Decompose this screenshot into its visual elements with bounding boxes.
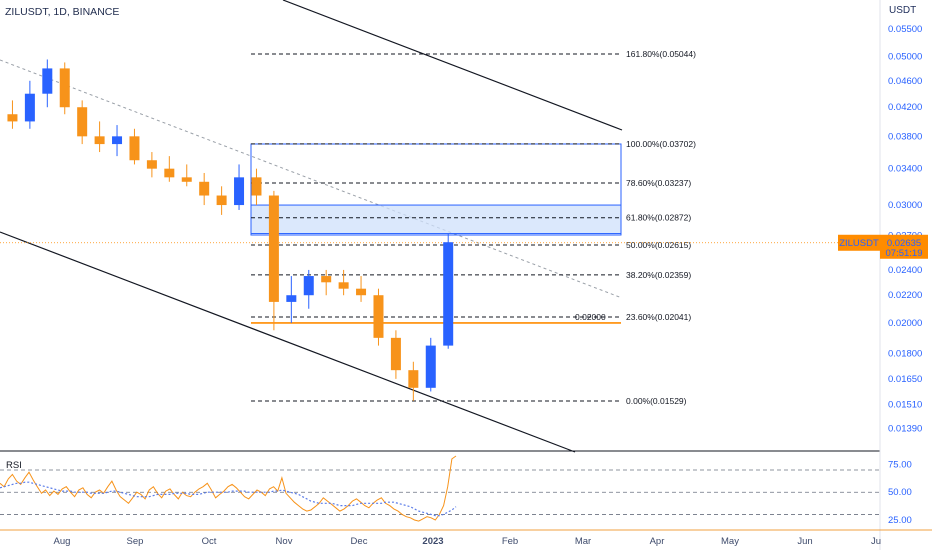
price-tick-label: 0.05500 — [888, 24, 922, 35]
price-tag-value: 0.02635 — [887, 238, 921, 249]
fib-level-label: 23.60%(0.02041) — [626, 312, 691, 322]
price-tick-label: 0.05000 — [888, 52, 922, 63]
candle-body — [129, 136, 140, 161]
candle-body — [234, 177, 245, 206]
symbol-tag — [838, 234, 880, 251]
time-tick-label: Sep — [127, 536, 144, 547]
price-tick-label: 0.02400 — [888, 265, 922, 276]
price-tick-label: 0.01390 — [888, 424, 922, 435]
candle-body — [164, 168, 175, 178]
candle-body — [94, 136, 105, 145]
time-tick-label: Aug — [54, 536, 71, 547]
time-tick-label: Feb — [502, 536, 518, 547]
time-tick-label: Apr — [650, 536, 665, 547]
price-tick-label: 0.01650 — [888, 374, 922, 385]
candle-body — [303, 276, 314, 296]
price-pane[interactable]: 161.80%(0.05044) 100.00%(0.03702) 78.60%(0… — [0, 0, 880, 453]
candle-body — [356, 288, 367, 296]
candle-body — [373, 295, 384, 338]
price-tick-label: 0.02200 — [888, 290, 922, 301]
time-tick-label: 2023 — [422, 536, 443, 547]
fib-level-label: 38.20%(0.02359) — [626, 270, 691, 280]
currency-label: USDT — [889, 5, 917, 16]
candle-body — [24, 93, 35, 122]
candle-body — [408, 370, 419, 388]
candle-body — [425, 345, 436, 388]
candle-body — [7, 114, 18, 122]
rsi-line — [0, 455, 457, 522]
candle-body — [181, 177, 192, 182]
candle-body — [146, 160, 157, 169]
price-tag — [880, 234, 928, 259]
candle-body — [59, 68, 70, 108]
price-tick-label: 0.01510 — [888, 400, 922, 411]
rsi-pane[interactable]: RSI — [0, 455, 880, 522]
rsi-tick-label: 75.00 — [888, 459, 912, 470]
price-tick-label: 0.03800 — [888, 131, 922, 142]
candle-body — [199, 181, 210, 196]
rsi-tick-label: 50.00 — [888, 487, 912, 498]
price-tick-label: 0.03400 — [888, 164, 922, 175]
price-tag-countdown: 07:51:19 — [886, 248, 923, 259]
symbol-title: ZILUSDT, 1D, BINANCE — [5, 6, 120, 18]
time-tick-label: Jun — [797, 536, 812, 547]
supply-zone — [250, 204, 622, 235]
fib-level-label: 100.00%(0.03702) — [626, 139, 696, 149]
time-tick-label: Nov — [276, 536, 293, 547]
rsi-ma-line — [0, 481, 457, 517]
time-tick-label: Mar — [575, 536, 591, 547]
price-tick-label: 0.04200 — [888, 102, 922, 113]
candle-body — [443, 242, 454, 346]
fib-level-label: 161.80%(0.05044) — [626, 49, 696, 59]
fib-level-label: 50.00%(0.02615) — [626, 240, 691, 250]
fib-level-label: 78.60%(0.03237) — [626, 178, 691, 188]
rsi-tick-label: 25.00 — [888, 515, 912, 526]
candle-body — [321, 276, 332, 283]
channel-upper-line — [282, 0, 623, 131]
candle-body — [338, 282, 349, 289]
time-tick-label: Dec — [351, 536, 368, 547]
fib-level-label: 61.80%(0.02872) — [626, 213, 691, 223]
fib-level-label: 0.00%(0.01529) — [626, 396, 687, 406]
candle-body — [251, 177, 262, 196]
candle-body — [268, 195, 279, 302]
support-level-label: 0.02000 — [575, 312, 606, 322]
trend-dotted-line — [0, 59, 623, 299]
price-tick-label: 0.04600 — [888, 76, 922, 87]
time-tick-label: Ju — [871, 536, 881, 547]
price-tick-label: 0.03000 — [888, 200, 922, 211]
candle-body — [286, 295, 297, 302]
candle-body — [216, 195, 227, 206]
candle-body — [42, 68, 53, 94]
candle-body — [112, 136, 123, 145]
candle-body — [77, 107, 88, 137]
symbol-tag-label: ZILUSDT — [839, 238, 879, 249]
rsi-title: RSI — [6, 460, 22, 471]
channel-lower-line — [0, 231, 576, 453]
price-tick-label: 0.01800 — [888, 349, 922, 360]
candle-body — [390, 337, 401, 371]
time-tick-label: May — [721, 536, 739, 547]
time-tick-label: Oct — [202, 536, 217, 547]
price-tick-label: 0.02000 — [888, 318, 922, 329]
